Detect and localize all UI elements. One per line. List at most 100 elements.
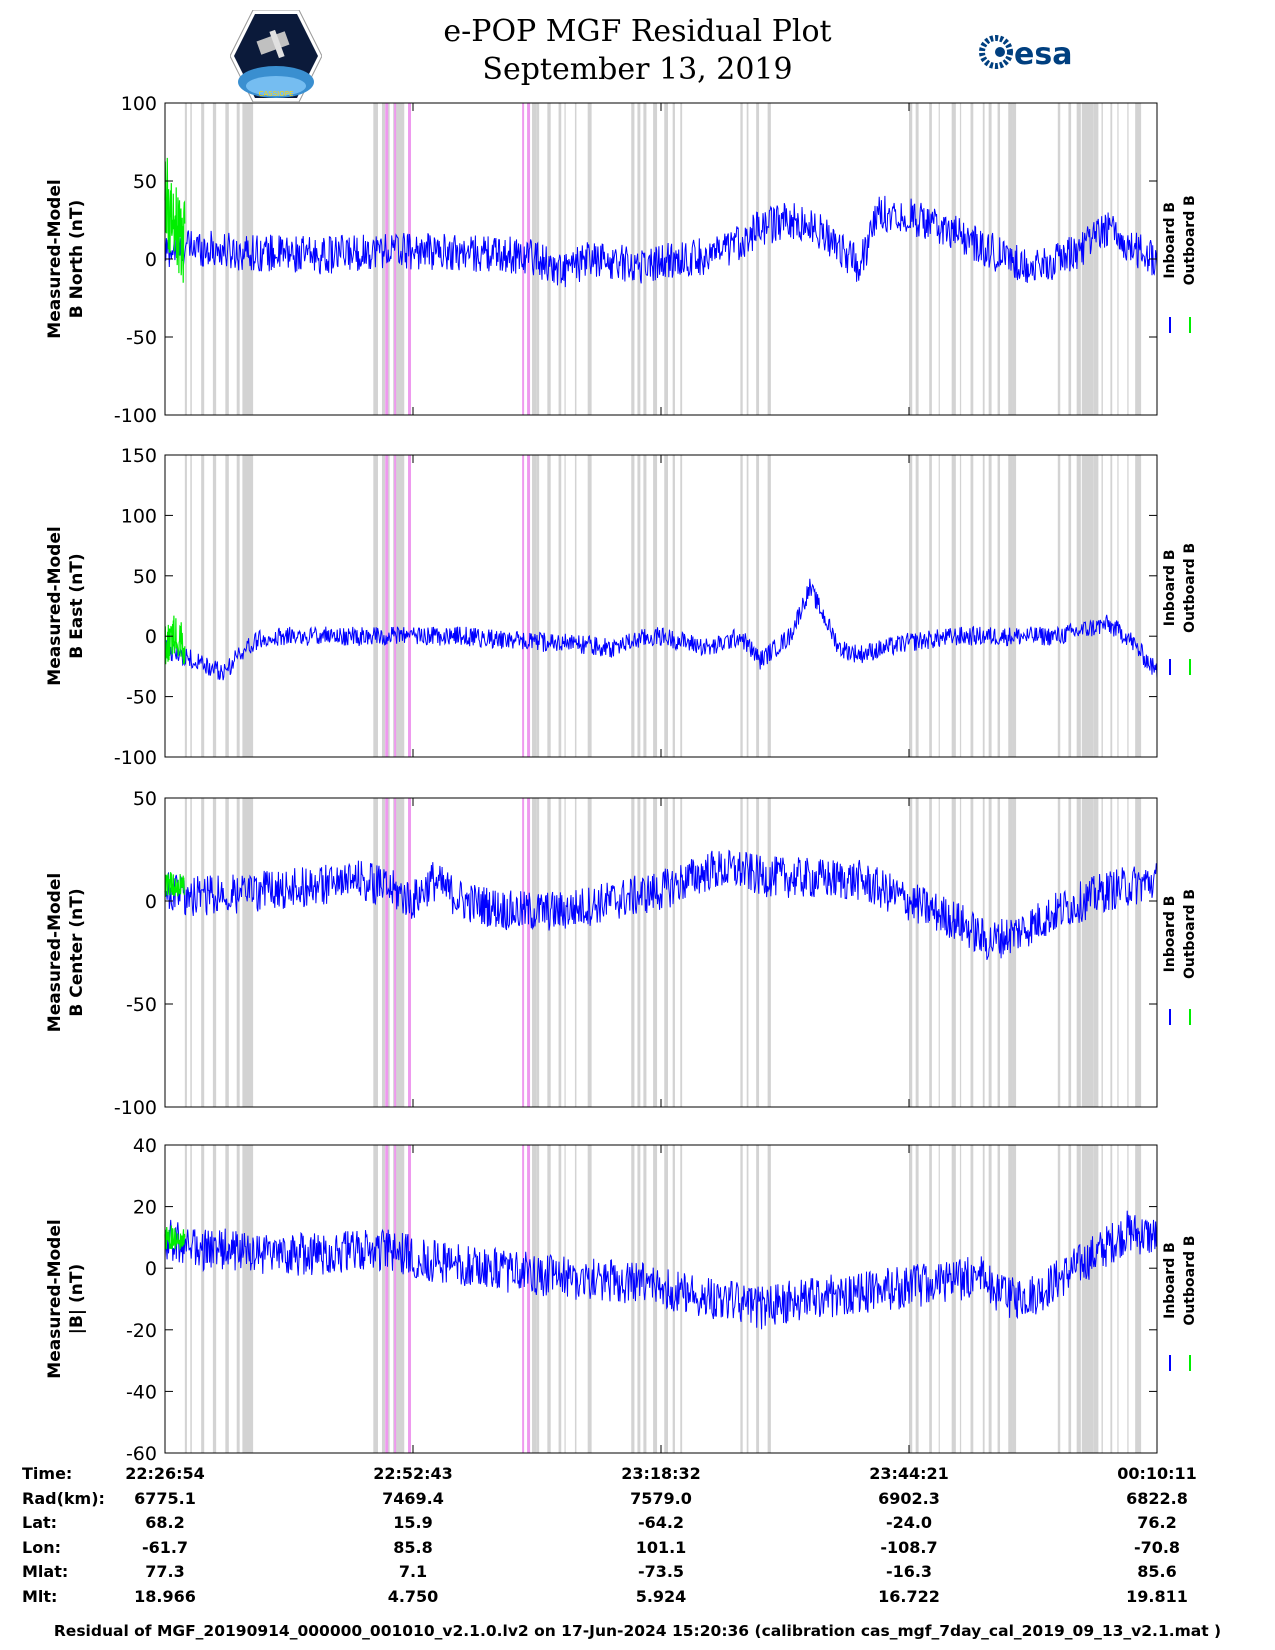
gap-stripe-magenta — [522, 798, 525, 1107]
gap-stripe — [1135, 798, 1142, 1107]
gap-stripe — [184, 103, 187, 415]
gap-stripe — [393, 1145, 404, 1453]
gap-stripe — [1057, 455, 1061, 757]
gap-stripe — [680, 1145, 683, 1453]
gap-stripe — [909, 455, 913, 757]
gap-stripe — [643, 455, 647, 757]
gap-stripe — [373, 798, 378, 1107]
gap-stripe — [225, 455, 229, 757]
gap-stripe — [236, 1145, 240, 1453]
gap-stripe — [951, 798, 956, 1107]
gap-stripe — [951, 103, 956, 415]
gap-stripe-magenta — [385, 455, 389, 757]
series-outboard-trace — [164, 1225, 186, 1250]
gap-stripe — [1057, 1145, 1061, 1453]
gap-stripe — [1135, 1145, 1142, 1453]
legend-label-inboard: Inboard B — [1162, 550, 1178, 627]
y-tick-label: -100 — [114, 405, 157, 427]
gap-stripe — [393, 455, 404, 757]
gap-stripe — [1083, 455, 1094, 757]
legend-label-inboard: Inboard B — [1162, 1242, 1178, 1319]
y-tick-label: -50 — [126, 687, 157, 709]
gap-stripe — [1110, 455, 1113, 757]
gap-stripe — [672, 1145, 675, 1453]
gap-stripe — [1093, 455, 1099, 757]
gap-stripe — [664, 455, 668, 757]
gap-stripe — [532, 1145, 537, 1453]
y-axis-label: Measured-Model — [45, 1219, 65, 1378]
chart-date: September 13, 2019 — [482, 52, 793, 87]
data-gap-stripes — [184, 798, 1142, 1107]
y-tick-label: -100 — [114, 747, 157, 769]
gap-stripe — [201, 1145, 205, 1453]
gap-stripe — [1012, 103, 1017, 415]
gap-stripe — [242, 103, 251, 415]
y-tick-label: -20 — [126, 1320, 157, 1342]
gap-stripe — [959, 798, 962, 1107]
gap-stripe — [756, 455, 760, 757]
orbit-table-cell: 5.924 — [635, 1586, 687, 1606]
orbit-table-cell: 85.8 — [393, 1537, 433, 1557]
legend-label-outboard: Outboard B — [1182, 889, 1198, 979]
gap-stripe — [982, 455, 985, 757]
gap-stripe — [1076, 1145, 1081, 1453]
gap-stripe — [1083, 1145, 1094, 1453]
gap-stripe-magenta — [394, 455, 397, 757]
gap-stripe — [547, 1145, 551, 1453]
orbit-row-label: Lon: — [22, 1537, 61, 1557]
y-tick-label: 40 — [133, 1135, 157, 1157]
gap-stripe — [915, 798, 919, 1107]
orbit-table-cell: -108.7 — [880, 1537, 938, 1557]
orbit-table-cell: -24.0 — [885, 1513, 933, 1532]
orbit-table-cell: -61.7 — [141, 1537, 189, 1557]
gap-stripe — [1117, 798, 1119, 1107]
gap-stripe — [373, 1145, 378, 1453]
orbit-row-label: Rad(km): — [22, 1488, 105, 1508]
gap-stripe — [637, 455, 641, 757]
series-outboard-trace — [164, 157, 186, 283]
gap-stripe — [938, 798, 940, 1107]
orbit-table-cell: 23:44:21 — [869, 1464, 949, 1483]
gap-stripe — [988, 455, 992, 757]
y-tick-label: 50 — [133, 171, 157, 193]
gap-stripe — [574, 798, 577, 1107]
gap-stripe — [212, 455, 217, 757]
gap-stripe — [1117, 103, 1119, 415]
orbit-table-cell: 4.750 — [387, 1586, 439, 1606]
gap-stripe — [970, 455, 974, 757]
gap-stripe — [915, 455, 919, 757]
gap-stripe — [637, 798, 641, 1107]
gap-stripe — [547, 455, 551, 757]
gap-stripe — [373, 455, 378, 757]
gap-stripe — [997, 455, 1001, 757]
legend-label-outboard: Outboard B — [1182, 543, 1198, 633]
gap-stripe-magenta — [408, 455, 412, 757]
gap-stripe — [915, 103, 919, 415]
gap-stripe — [236, 455, 240, 757]
gap-stripe — [248, 798, 254, 1107]
gap-stripe — [951, 455, 956, 757]
gap-stripe — [959, 1145, 962, 1453]
gap-stripe — [393, 103, 404, 415]
gap-stripe — [248, 455, 254, 757]
gap-stripe-magenta — [408, 1145, 412, 1453]
gap-stripe — [988, 798, 992, 1107]
gap-stripe — [564, 455, 566, 757]
gap-stripe — [746, 103, 749, 415]
gap-stripe — [664, 798, 668, 1107]
gap-stripe — [387, 798, 390, 1107]
orbit-table-cell: 18.966 — [134, 1586, 196, 1606]
plot-frame — [164, 797, 1158, 1108]
gap-stripe — [1127, 798, 1129, 1107]
gap-stripe — [767, 798, 771, 1107]
gap-stripe — [1012, 455, 1017, 757]
orbit-table-cell: 77.3 — [145, 1562, 185, 1581]
gap-stripe-magenta — [522, 1145, 525, 1453]
gap-stripe — [402, 798, 405, 1107]
gap-stripe — [402, 1145, 405, 1453]
gap-stripe — [547, 798, 551, 1107]
cassiope-logo: CASSIOPE — [230, 10, 322, 102]
gap-stripe — [938, 103, 940, 415]
gap-stripe — [672, 798, 675, 1107]
gap-stripe — [1101, 798, 1103, 1107]
